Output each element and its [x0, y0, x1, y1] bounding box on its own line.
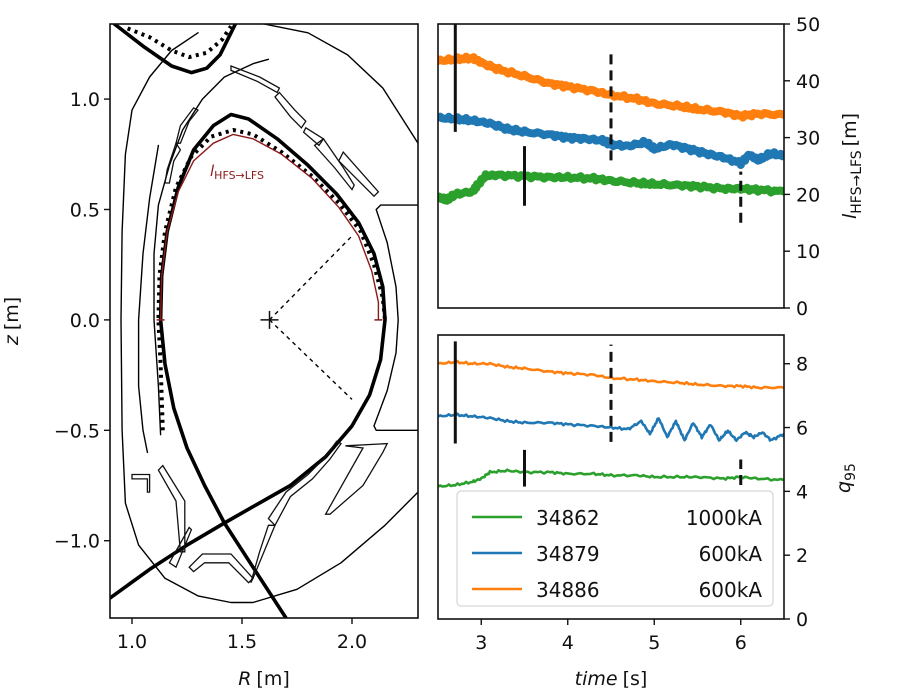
l-hfs-lfs-frame: [437, 23, 785, 309]
time-xtick-label: 3: [475, 632, 487, 654]
cs-xtick-label: 1.0: [117, 631, 147, 653]
l-ytick-label: 20: [796, 184, 820, 206]
l-ytick-label: 0: [796, 298, 808, 320]
vessel-component: [157, 464, 186, 553]
time-xtick-label: 4: [562, 632, 574, 654]
legend-shot: 34862: [536, 506, 600, 530]
legend-current: 600kA: [699, 578, 763, 602]
vessel-component: [274, 91, 307, 129]
cs-xtick-label: 1.5: [227, 631, 257, 653]
cs-line-dotted-upper: [126, 25, 233, 60]
l-hfs-lfs-panel: 0 10 20 30 40 50 lHFS→LFS[m]: [437, 14, 865, 320]
series-34862: [438, 170, 784, 205]
cross-section-xlabel: R [m]: [238, 668, 290, 690]
cross-section-panel: 1.0 1.5 2.0 1.0 0.5 0.0 −0.5 −1.0 R [m] z[m] lH…: [1, 23, 419, 690]
cross-section-ylabel: z[m]: [1, 297, 23, 346]
q95-ytick-label: 0: [796, 609, 808, 631]
cross-section-frame: [109, 23, 419, 619]
field-line-annotation: lHFS→LFS: [210, 162, 264, 182]
cs-ytick-label: −1.0: [54, 531, 100, 553]
series-34879: [438, 412, 784, 443]
legend-box: [456, 490, 774, 607]
l-hfs-lfs-ylabel: lHFS→LFS[m]: [839, 113, 865, 219]
vessel-component: [267, 440, 342, 527]
vessel-component: [175, 107, 200, 144]
series-34862: [438, 468, 784, 488]
cs-ytick-label: 0.0: [70, 310, 100, 332]
l-ytick-label: 50: [796, 14, 820, 36]
cs-line-separatrix-upper-xpoint: [112, 24, 238, 75]
cs-ytick-label: 1.0: [70, 89, 100, 111]
q95-ytick-label: 4: [796, 481, 808, 503]
legend-shot: 34886: [536, 578, 600, 602]
cs-xtick-label: 2.0: [337, 631, 367, 653]
legend-shot: 34879: [536, 542, 600, 566]
time-xtick-label: 6: [735, 632, 747, 654]
cs-ytick-label: −0.5: [54, 420, 100, 442]
l-ytick-label: 40: [796, 71, 820, 93]
vessel-component: [131, 473, 151, 493]
legend-current: 1000kA: [686, 506, 762, 530]
vessel-component: [313, 137, 355, 191]
q95-xlabel: time [s]: [575, 668, 648, 690]
series-34886: [438, 359, 784, 390]
vessel-component: [164, 141, 182, 184]
vessel-component: [338, 150, 380, 198]
legend: 34862 1000kA 34879 600kA 34886 600kA: [456, 490, 774, 607]
cs-line-vessel-outer: [263, 24, 418, 144]
legend-entry: 34862 1000kA: [472, 506, 762, 530]
q95-ylabel: q95: [833, 463, 859, 493]
series-34886: [438, 52, 784, 122]
vessel-component: [188, 553, 254, 584]
l-ytick-label: 10: [796, 241, 820, 263]
legend-current: 600kA: [699, 542, 763, 566]
l-ytick-label: 30: [796, 128, 820, 150]
cs-line-dotted-boundary: [156, 128, 387, 431]
q95-panel: 34862 1000kA 34879 600kA 34886 600kA 3 4 5 6 0 2 4…: [437, 334, 859, 690]
cs-line-field-line-l-HFS-LFS: [159, 133, 380, 321]
cs-line-separatrix: [110, 112, 387, 618]
magnetic-axis-marker: [260, 310, 279, 329]
vessel-components: [131, 65, 389, 584]
q95-frame: [437, 334, 785, 620]
legend-entry: 34879 600kA: [472, 542, 762, 566]
legend-entry: 34886 600kA: [472, 578, 762, 602]
vessel-component: [250, 524, 276, 583]
q95-ytick-label: 8: [796, 354, 808, 376]
vessel-component: [324, 442, 389, 515]
cs-line-hfs-limiter: [137, 144, 160, 454]
q95-ytick-label: 2: [796, 545, 808, 567]
vessel-component: [168, 526, 193, 569]
q95-ytick-label: 6: [796, 418, 808, 440]
time-xtick-label: 5: [648, 632, 660, 654]
cs-line-dashed-ray-upper: [269, 235, 353, 321]
cs-line-first-wall-lfs: [373, 204, 418, 431]
series-34879: [438, 112, 784, 169]
vessel-component: [302, 126, 325, 147]
cs-ytick-label: 0.5: [70, 199, 100, 221]
cs-line-first-wall-hfs: [153, 58, 270, 436]
cs-line-dashed-ray-lower: [269, 319, 353, 400]
cs-line-vessel-inner-wall: [120, 32, 418, 604]
vessel-component: [230, 65, 281, 94]
